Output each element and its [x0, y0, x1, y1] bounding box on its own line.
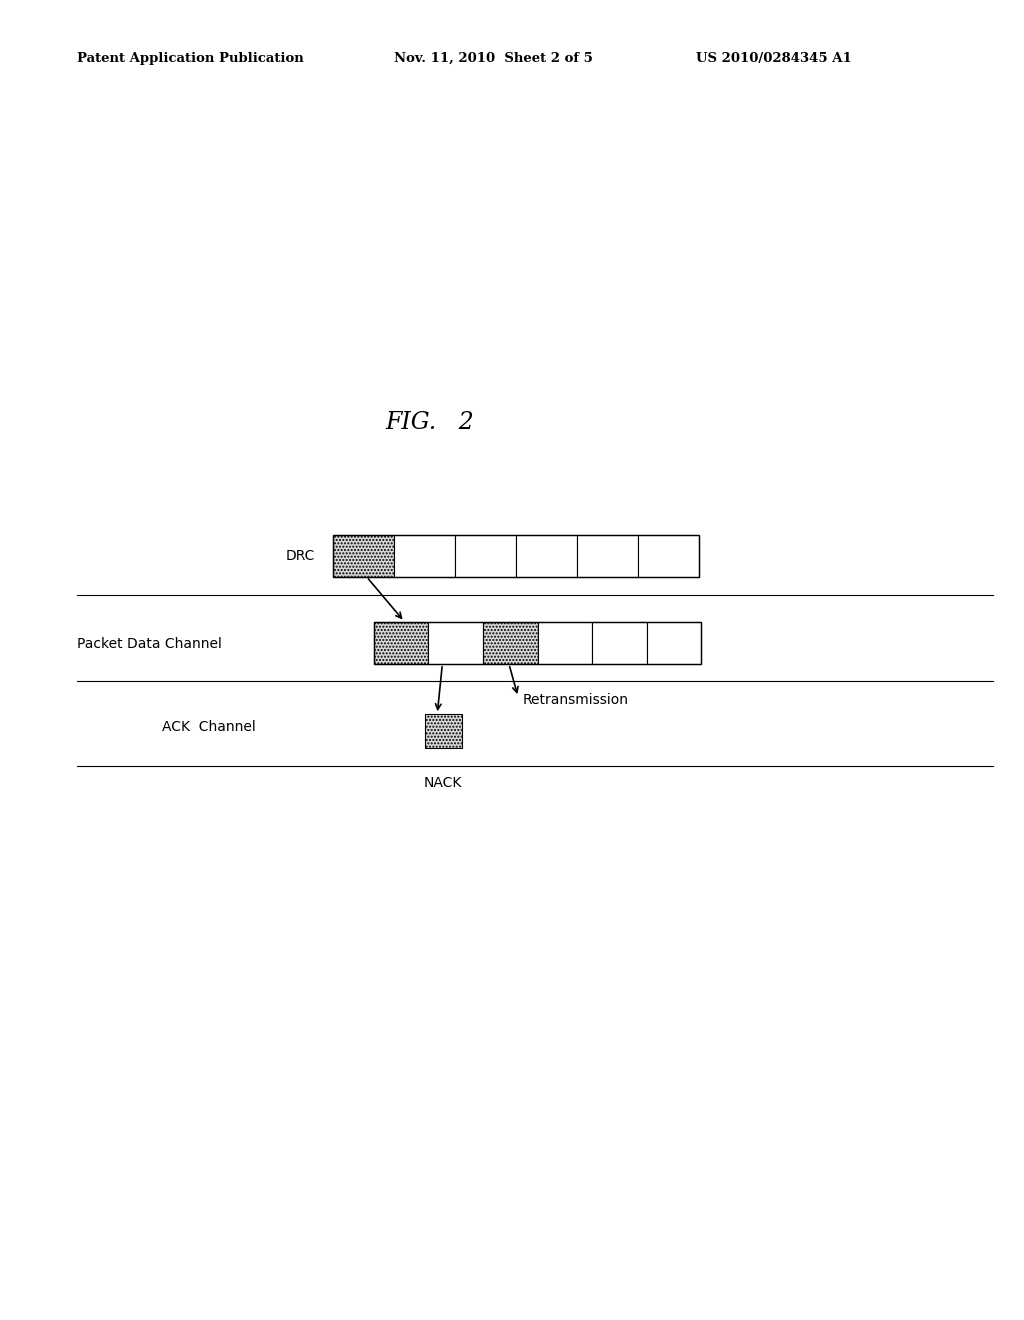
Bar [374, 622, 701, 664]
Bar [333, 535, 394, 577]
Bar [333, 535, 699, 577]
Bar [455, 535, 516, 577]
Bar [394, 535, 455, 577]
Text: Nov. 11, 2010  Sheet 2 of 5: Nov. 11, 2010 Sheet 2 of 5 [394, 51, 593, 65]
Bar [647, 622, 701, 664]
Text: NACK: NACK [423, 776, 462, 789]
Text: Retransmission: Retransmission [522, 693, 629, 706]
Text: Packet Data Channel: Packet Data Channel [77, 638, 221, 651]
Text: FIG.   2: FIG. 2 [386, 411, 474, 434]
Bar [483, 622, 538, 664]
Bar [374, 622, 428, 664]
Text: Patent Application Publication: Patent Application Publication [77, 51, 303, 65]
Bar [638, 535, 699, 577]
Bar [516, 535, 578, 577]
Text: DRC: DRC [286, 549, 315, 564]
Bar [425, 714, 462, 748]
Bar [538, 622, 592, 664]
Text: US 2010/0284345 A1: US 2010/0284345 A1 [696, 51, 852, 65]
Bar [592, 622, 647, 664]
Bar [428, 622, 483, 664]
Bar [578, 535, 638, 577]
Text: ACK  Channel: ACK Channel [162, 721, 256, 734]
